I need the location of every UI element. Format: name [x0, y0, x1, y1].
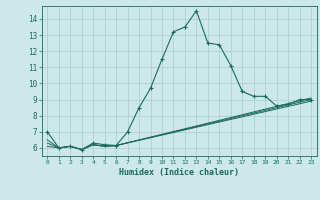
X-axis label: Humidex (Indice chaleur): Humidex (Indice chaleur)	[119, 168, 239, 177]
